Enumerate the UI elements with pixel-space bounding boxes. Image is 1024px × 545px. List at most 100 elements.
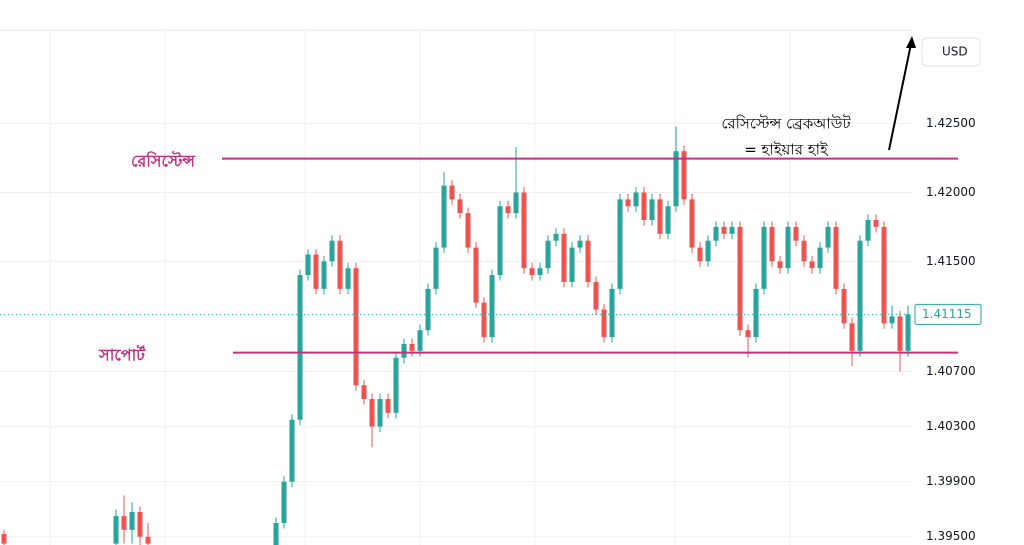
candle-body [649,199,655,221]
candle-body [721,226,727,234]
candle-body [353,268,359,386]
candle-body [361,385,367,400]
candle-body [745,330,751,338]
candle-body [753,288,759,338]
candle-body [537,268,543,276]
candle-body [713,226,719,241]
candle-body [377,399,383,427]
candle-body [457,199,463,214]
candle-body [497,206,503,276]
candle-body [433,247,439,289]
candle-body [673,151,679,207]
candle-body [697,247,703,262]
candle-body [809,261,815,269]
candle-body [505,206,511,214]
last-price-box [914,303,982,325]
candle-body [761,226,767,289]
candle-body [409,343,415,351]
candle-body [801,240,807,262]
candle-body [305,254,311,276]
candle-body [889,316,895,324]
candle-body [857,240,863,351]
candle-body [385,399,391,413]
support-label: সাপোর্ট [98,345,146,365]
candle-body [641,192,647,221]
candle-body [625,199,631,207]
candle-body [289,419,295,482]
candle-body [881,226,887,324]
candle-body [601,309,607,338]
candle-body [785,226,791,269]
arrow [888,43,912,151]
candle-body [297,275,303,420]
currency-label: USD [942,45,968,59]
candle-body [329,240,335,262]
candle-body [905,314,911,351]
y-tick-label: 1.41500 [926,254,976,268]
candle-body [841,288,847,324]
candle-body [705,240,711,262]
candle-body [865,220,871,241]
candle-body [369,399,375,427]
candle-body [513,192,519,214]
candle-body [777,261,783,269]
candle-body [793,226,799,241]
candle-body [681,151,687,200]
vertical-grid [49,30,791,545]
y-tick-label: 1.40300 [926,419,976,433]
currency-button[interactable] [921,37,981,67]
arrow-head [906,36,916,48]
candle-body [1,533,7,544]
y-tick-label: 1.42000 [926,185,976,199]
candle-body [585,240,591,282]
candle-body [609,288,615,338]
candle-body [465,213,471,248]
candle-body [321,261,327,289]
candle-body [665,206,671,234]
candle-body [633,192,639,207]
candle-body [521,192,527,269]
candle-body [729,226,735,234]
candle-body [817,247,823,269]
candle-body [337,240,343,289]
candle-body [825,226,831,248]
candle-body [569,247,575,282]
candle-body [129,511,135,530]
annotation: = হাইয়ার হাই [744,141,829,159]
candle-body [313,254,319,289]
candle-body [593,281,599,310]
candle-body [769,226,775,262]
candle-body [417,330,423,351]
candles [1,126,911,545]
y-tick-label: 1.40700 [926,364,976,378]
candle-body [145,536,151,544]
candle-body [529,268,535,276]
candle-body [577,240,583,248]
candle-body [393,357,399,413]
candle-body [121,516,127,530]
candle-body [425,288,431,331]
horizontal-grid [0,123,912,538]
overlay: রেসিস্টেন্স সাপোর্ট 1.41115 [0,151,982,365]
candle-body [113,516,119,544]
candle-body [473,247,479,303]
candle-body [441,185,447,248]
candle-body [849,323,855,351]
resistance-label: রেসিস্টেন্স [131,151,196,171]
candle-body [833,226,839,289]
candle-body [553,233,559,241]
annotation: রেসিস্টেন্স ব্রেকআউট [721,115,851,133]
y-tick-label: 1.39500 [926,529,976,543]
candle-body [345,268,351,289]
candle-body [561,233,567,282]
candle-body [689,199,695,248]
candle-body [137,511,143,537]
candle-body [281,481,287,523]
candle-body [617,199,623,289]
candle-body [481,302,487,338]
candle-body [897,316,903,351]
candle-body [401,343,407,358]
candle-body [449,185,455,200]
